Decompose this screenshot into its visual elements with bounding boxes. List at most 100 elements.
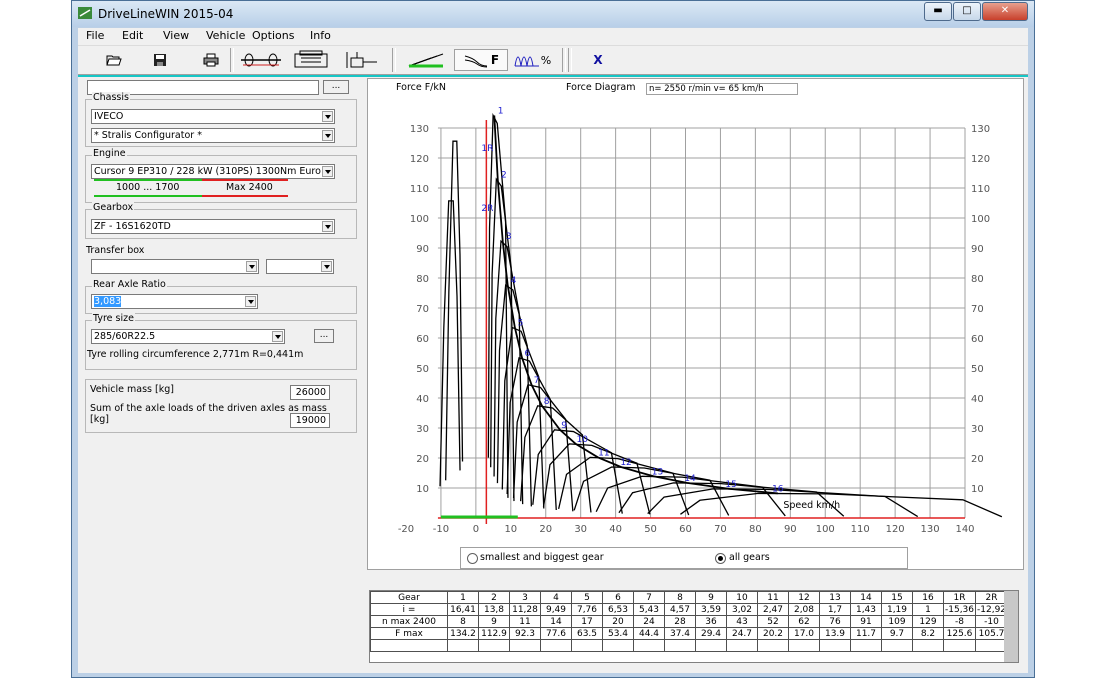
percent-label: % — [540, 53, 552, 67]
gearshift-button[interactable] — [340, 49, 380, 71]
gear-label: 10 — [577, 435, 589, 445]
transfer-select[interactable] — [91, 259, 259, 274]
table-cell: 1,7 — [819, 603, 851, 616]
table-cell: 44.4 — [633, 627, 665, 640]
mass-input[interactable]: 26000 — [290, 385, 330, 400]
chevron-down-icon[interactable] — [321, 261, 332, 272]
axle-load-label: Sum of the axle loads of the driven axle… — [90, 403, 327, 414]
force-label: F — [490, 53, 500, 67]
chevron-down-icon[interactable] — [245, 296, 256, 307]
maximize-button[interactable]: □ — [953, 2, 981, 21]
engine-button[interactable] — [290, 49, 332, 71]
menu-file[interactable]: File — [86, 29, 105, 42]
transfer-select-2[interactable] — [266, 259, 334, 274]
diagram-panel: -20 -10 0 10 20 30 40 50 60 70 80 90 100 110 120 130 140… — [363, 75, 1028, 673]
table-cell: 17.0 — [788, 627, 820, 640]
engine-select[interactable]: Cursor 9 EP310 / 228 kW (310PS) 1300Nm E… — [91, 164, 335, 179]
print-button[interactable] — [201, 49, 221, 71]
menu-vehicle[interactable]: Vehicle — [206, 29, 246, 42]
table-cell — [912, 639, 944, 652]
gear-label: 5 — [518, 319, 524, 329]
force-diagram-button[interactable]: F — [454, 49, 508, 71]
engine-value: Cursor 9 EP310 / 228 kW (310PS) 1300Nm E… — [94, 166, 330, 177]
chassis-model-value: * Stralis Configurator * — [94, 130, 202, 141]
table-cell: 17 — [571, 615, 603, 628]
save-button[interactable] — [150, 49, 170, 71]
table-cell: 28 — [664, 615, 696, 628]
gearbox-select[interactable]: ZF - 16S1620TD — [91, 219, 335, 234]
menu-info[interactable]: Info — [310, 29, 331, 42]
chevron-down-icon[interactable] — [322, 166, 333, 177]
table-cell — [571, 639, 603, 652]
y-tick-label-right: 30 — [971, 424, 984, 435]
chevron-down-icon[interactable] — [322, 130, 333, 141]
tyre-group — [85, 320, 357, 370]
y-tick-label-right: 20 — [971, 454, 984, 465]
tyre-details-button[interactable]: ... — [314, 329, 334, 343]
x-tick-label: 0 — [473, 524, 479, 535]
table-cell: 3,02 — [726, 603, 758, 616]
tyre-select[interactable]: 285/60R22.5 — [91, 329, 285, 344]
table-cell — [478, 639, 510, 652]
envelope-curve — [493, 115, 778, 495]
x-tick-label: 140 — [955, 524, 974, 535]
axle-load-input[interactable]: 19000 — [290, 413, 330, 428]
table-cell: 1R — [942, 591, 977, 604]
chevron-down-icon[interactable] — [322, 111, 333, 122]
table-cell — [881, 639, 913, 652]
radio-smallest-biggest[interactable] — [467, 553, 478, 564]
client-area: File Edit View Vehicle Options Info — [78, 28, 1028, 673]
table-cell — [540, 639, 572, 652]
folder-open-icon — [106, 55, 122, 66]
table-cell: 20.2 — [757, 627, 789, 640]
y-tick-label: 110 — [410, 184, 429, 195]
transfer-label: Transfer box — [86, 245, 145, 256]
gear-label: 7 — [534, 376, 540, 386]
open-button[interactable] — [104, 49, 124, 71]
fuel-diagram-button[interactable] — [406, 49, 446, 71]
axle-ratio-select[interactable]: 3,083 — [91, 294, 258, 309]
table-cell: 15 — [881, 591, 913, 604]
menu-view[interactable]: View — [163, 29, 190, 42]
table-cell: 37.4 — [664, 627, 696, 640]
table-cell: 9 — [478, 615, 510, 628]
range-bar-red-top — [202, 179, 288, 181]
exit-button[interactable]: X — [593, 53, 603, 67]
gear-label: 2 — [501, 170, 507, 180]
y-tick-label: 50 — [416, 364, 429, 375]
menu-edit[interactable]: Edit — [122, 29, 144, 42]
table-cell: 2,08 — [788, 603, 820, 616]
chassis-model-select[interactable]: * Stralis Configurator * — [91, 128, 335, 143]
row-label-nmax: n max 2400 — [370, 615, 448, 628]
table-cell: 13.9 — [819, 627, 851, 640]
chevron-down-icon[interactable] — [322, 221, 333, 232]
y-tick-label-right: 110 — [971, 184, 990, 195]
axle-ratio-value: 3,083 — [94, 296, 122, 307]
gradient-button[interactable]: % — [510, 49, 554, 71]
drivetrain-button[interactable] — [238, 49, 284, 71]
table-cell: 7 — [633, 591, 665, 604]
browse-button[interactable]: ... — [323, 80, 349, 94]
table-cell: 10 — [726, 591, 758, 604]
table-cell: 129 — [912, 615, 944, 628]
chevron-down-icon[interactable] — [246, 261, 257, 272]
chevron-down-icon[interactable] — [272, 331, 283, 342]
table-cell: 63.5 — [571, 627, 603, 640]
mass-label: Vehicle mass [kg] — [90, 384, 174, 395]
table-cell: 6 — [602, 591, 634, 604]
minimize-button[interactable]: ▬ — [924, 2, 952, 21]
chassis-make-select[interactable]: IVECO — [91, 109, 335, 124]
engine-icon — [294, 50, 328, 68]
y-tick-label: 10 — [416, 484, 429, 495]
menu-options[interactable]: Options — [252, 29, 295, 42]
path-field[interactable] — [87, 80, 319, 95]
table-cell: 92.3 — [509, 627, 541, 640]
table-cell: 14 — [850, 591, 882, 604]
force-chart-svg: -20 -10 0 10 20 30 40 50 60 70 80 90 100 110 120 130 140… — [398, 106, 1003, 535]
close-button[interactable]: ✕ — [982, 2, 1028, 21]
table-scrollbar[interactable] — [1004, 591, 1018, 662]
gear-label: 1 — [498, 106, 504, 116]
gear-label: 13 — [652, 467, 663, 477]
radio-all-gears[interactable] — [715, 553, 726, 564]
range-bar-red-bottom — [202, 195, 288, 197]
